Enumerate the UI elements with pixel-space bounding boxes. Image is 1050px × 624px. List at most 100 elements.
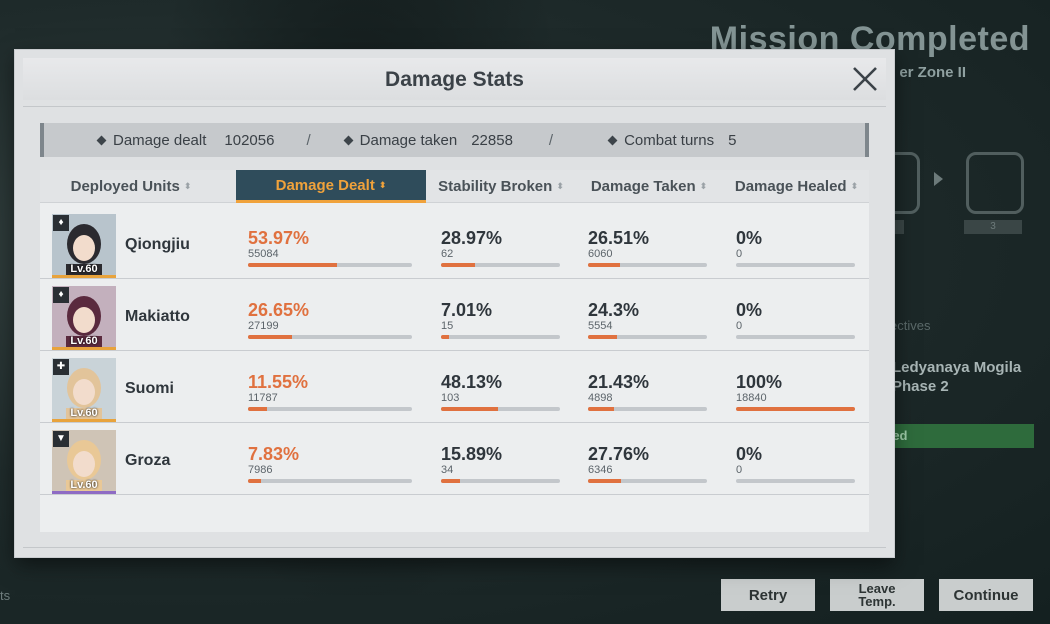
rarity-stripe [52,347,116,350]
damage-healed-cell: 0% 0 [736,300,900,339]
damage-taken-value: 6346 [588,464,613,476]
damage-healed-value: 0 [736,464,743,476]
sort-icon: ⬍ [556,181,564,191]
summary-damage-taken: Damage taken 22858 [343,131,513,149]
stability-broken-cell: 7.01% 15 [441,300,605,339]
damage-taken-percent: 21.43% [588,372,650,392]
class-icon: ♦ [53,215,69,231]
objective-status: ted [880,424,1034,448]
unit-avatar: ♦ Lv.60 [52,286,116,350]
damage-healed-cell: 0% 0 [736,228,900,267]
damage-dealt-bar [248,407,412,411]
damage-healed-percent: 100% [736,372,783,392]
damage-healed-percent: 0% [736,444,763,464]
sort-icon: ⬍ [378,180,387,190]
summary-value: 22858 [471,131,513,149]
unit-name: Suomi [125,380,174,397]
damage-dealt-percent: 53.97% [248,228,310,248]
column-tabs: Deployed Units ⬍ Damage Dealt ⬍ Stabilit… [40,170,869,203]
left-text-fragment: ts [0,588,11,603]
modal-title: Damage Stats [385,68,524,91]
sort-icon: ⬍ [183,181,192,191]
damage-taken-percent: 27.76% [588,444,650,464]
damage-healed-value: 18840 [736,392,767,404]
damage-taken-bar [588,479,707,483]
class-icon: ♦ [53,287,69,303]
header-divider [23,106,886,107]
stability-broken-value: 62 [441,248,454,260]
unit-level: Lv.60 [70,479,98,491]
summary-label: Damage taken [359,131,458,149]
tab-damage-taken[interactable]: Damage Taken ⬍ [576,170,722,202]
close-button[interactable] [850,64,880,94]
modal-header [23,58,886,100]
stability-broken-bar [441,263,560,267]
damage-dealt-bar [248,479,412,483]
class-icon: ▼ [53,431,69,447]
stability-broken-bar [441,335,560,339]
tab-stability-broken[interactable]: Stability Broken ⬍ [428,170,574,202]
class-icon: ✚ [53,359,69,375]
close-icon [853,67,877,91]
damage-dealt-cell: 53.97% 55084 [248,228,412,267]
summary-combat-turns: Combat turns 5 [607,131,736,149]
damage-dealt-percent: 11.55% [248,372,309,392]
rank-badge: 3 [964,220,1022,234]
zone-subtitle: er Zone II [899,64,966,81]
damage-taken-cell: 26.51% 6060 [588,228,752,267]
damage-dealt-value: 7986 [248,464,273,476]
damage-dealt-value: 27199 [248,320,279,332]
diamond-icon [96,135,107,145]
damage-taken-cell: 21.43% 4898 [588,372,752,411]
stability-broken-cell: 15.89% 34 [441,444,605,483]
stability-broken-cell: 28.97% 62 [441,228,605,267]
damage-dealt-bar [248,263,412,267]
damage-dealt-percent: 26.65% [248,300,310,320]
stability-broken-bar [441,407,560,411]
unit-level: Lv.60 [70,335,98,347]
rarity-stripe [52,419,116,422]
stability-broken-value: 15 [441,320,454,332]
summary-label: Combat turns [624,131,715,149]
damage-healed-bar [736,479,855,483]
unit-name: Groza [125,452,171,469]
summary-damage-dealt: Damage dealt 102056 [96,132,274,149]
stability-broken-value: 103 [441,392,460,404]
damage-taken-bar [588,263,707,267]
unit-name: Qiongjiu [125,236,190,253]
continue-button[interactable]: Continue [939,579,1033,611]
damage-taken-bar [588,407,707,411]
stability-broken-percent: 28.97% [441,228,503,248]
objective-line-2: Phase 2 [892,378,949,395]
stability-broken-percent: 48.13% [441,372,503,392]
stability-broken-percent: 15.89% [441,444,503,464]
stability-broken-cell: 48.13% 103 [441,372,605,411]
unit-row: ♦ Lv.60 Qiongjiu 53.97% 55084 28.97% 62 … [40,206,869,279]
tab-deployed-units[interactable]: Deployed Units ⬍ [40,170,222,202]
damage-dealt-bar [248,335,412,339]
rarity-stripe [52,275,116,278]
damage-healed-bar [736,335,855,339]
damage-dealt-value: 11787 [248,392,278,404]
damage-taken-percent: 26.51% [588,228,650,248]
damage-stats-modal: Damage Stats Damage dealt 102056 / Damag… [15,50,894,557]
damage-healed-percent: 0% [736,300,763,320]
retry-button[interactable]: Retry [721,579,815,611]
damage-healed-bar [736,407,855,411]
unit-avatar: ♦ Lv.60 [52,214,116,278]
summary-separator: / [306,131,311,149]
objective-text: Ledyanaya Mogila Phase 2 [892,358,1021,396]
damage-healed-percent: 0% [736,228,763,248]
leave-temp-button[interactable]: Leave Temp. [830,579,924,611]
objective-line-1: Ledyanaya Mogila [892,359,1022,376]
stats-panel: Deployed Units ⬍ Damage Dealt ⬍ Stabilit… [40,170,869,532]
tab-damage-healed[interactable]: Damage Healed ⬍ [724,170,869,202]
tab-damage-dealt[interactable]: Damage Dealt ⬍ [236,170,426,203]
unit-level: Lv.60 [70,407,98,419]
damage-taken-bar [588,335,707,339]
summary-separator: / [548,131,554,149]
objectives-label: ectives [890,318,931,333]
damage-healed-cell: 0% 0 [736,444,900,483]
unit-avatar: ▼ Lv.60 [52,430,116,494]
damage-dealt-value: 55084 [248,248,279,260]
